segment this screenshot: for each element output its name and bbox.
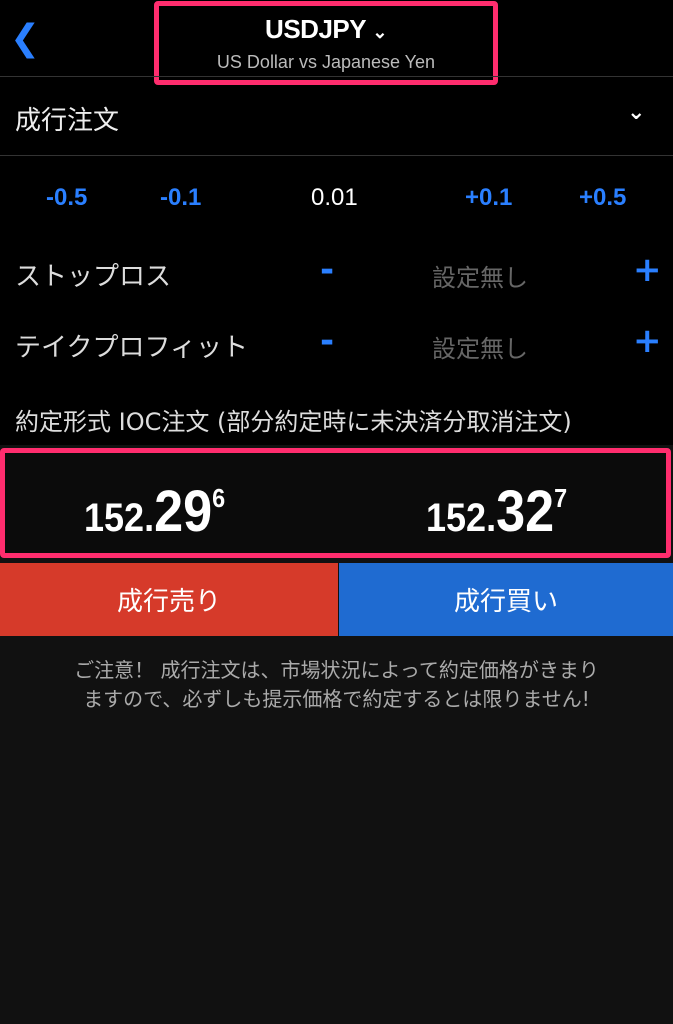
- divider: [0, 155, 673, 156]
- stop-loss-minus-button[interactable]: -: [320, 250, 335, 290]
- take-profit-plus-button[interactable]: +: [633, 321, 662, 361]
- symbol-name: USDJPY: [265, 14, 366, 44]
- lot-plus-0.5-button[interactable]: +0.5: [579, 184, 627, 211]
- notice-line: ますので、必ずしも提示価格で約定するとは限りません!: [83, 687, 590, 711]
- stop-loss-label: ストップロス: [15, 262, 172, 292]
- lot-value[interactable]: 0.01: [311, 184, 358, 211]
- take-profit-value[interactable]: 設定無し: [432, 335, 528, 363]
- order-panel: [0, 0, 673, 445]
- ask-pip: 7: [554, 483, 568, 513]
- chevron-down-icon[interactable]: ⌄: [627, 100, 646, 125]
- lot-minus-0.1-button[interactable]: -0.1: [160, 184, 202, 211]
- lot-plus-0.1-button[interactable]: +0.1: [465, 184, 513, 211]
- execution-type-text: 約定形式 IOC注文 (部分約定時に未決済分取消注文): [15, 408, 572, 436]
- bid-price: 152.296: [84, 478, 225, 545]
- notice-line: ご注意！ 成行注文は、市場状況によって約定価格がきまり: [74, 658, 599, 682]
- divider: [0, 76, 673, 77]
- bid-pip: 6: [212, 483, 226, 513]
- ask-price: 152.327: [426, 478, 567, 545]
- bid-main: 29: [154, 479, 213, 544]
- bid-prefix: 152.: [84, 496, 155, 540]
- market-buy-button[interactable]: 成行買い: [339, 563, 673, 636]
- ask-main: 32: [496, 479, 555, 544]
- price-panel: [0, 448, 671, 558]
- take-profit-minus-button[interactable]: -: [320, 321, 335, 361]
- notice-text: ご注意！ 成行注文は、市場状況によって約定価格がきまり ますので、必ずしも提示価…: [0, 656, 673, 714]
- market-sell-button[interactable]: 成行売り: [0, 563, 338, 636]
- stop-loss-plus-button[interactable]: +: [633, 250, 662, 290]
- stop-loss-value[interactable]: 設定無し: [432, 264, 528, 292]
- symbol-description: US Dollar vs Japanese Yen: [216, 52, 436, 72]
- back-chevron-icon[interactable]: ❮: [10, 18, 41, 59]
- symbol-selector[interactable]: USDJPY ⌄ US Dollar vs Japanese Yen: [154, 1, 498, 85]
- chevron-down-icon: ⌄: [372, 22, 387, 42]
- lot-minus-0.5-button[interactable]: -0.5: [46, 184, 88, 211]
- ask-prefix: 152.: [426, 496, 497, 540]
- symbol-title: USDJPY ⌄: [159, 14, 493, 45]
- take-profit-label: テイクプロフィット: [15, 333, 248, 363]
- order-type-select[interactable]: 成行注文: [15, 106, 120, 136]
